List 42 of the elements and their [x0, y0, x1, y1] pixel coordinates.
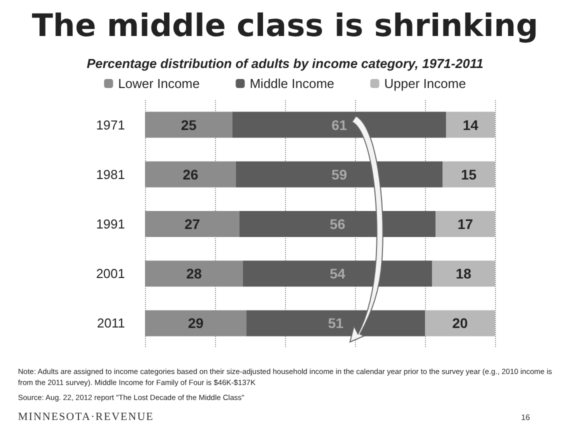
- y-tick-label: 1991: [96, 216, 125, 232]
- data-label: 15: [460, 166, 477, 182]
- data-label: 28: [186, 266, 202, 282]
- bar: [145, 260, 243, 287]
- bar: [236, 161, 442, 188]
- data-label: 26: [182, 166, 198, 182]
- text: 16: [521, 413, 530, 422]
- data-label: 54: [330, 266, 346, 282]
- bar: [425, 310, 495, 336]
- text: MINNESOTA·REVENUE: [18, 411, 154, 423]
- bar: [243, 260, 432, 287]
- y-tick-label: 1971: [96, 117, 125, 132]
- data-label: 14: [462, 116, 478, 133]
- data-label: 51: [328, 315, 344, 332]
- bar: [432, 260, 495, 287]
- bar: [246, 310, 425, 336]
- bar: [240, 211, 436, 237]
- chart-subtitle: Percentage distribution of adults by income category, 1971-2011: [86, 56, 484, 71]
- bar: [436, 211, 495, 237]
- data-label: 17: [457, 216, 474, 232]
- bar: [232, 112, 446, 138]
- bar: [446, 112, 495, 138]
- bar: [145, 161, 236, 188]
- chart-title: The middle class is shrinking: [30, 8, 540, 44]
- y-tick-label: 2011: [97, 316, 125, 331]
- data-label: 56: [330, 216, 346, 232]
- bar: [145, 112, 232, 138]
- legend-label: Upper Income: [384, 76, 466, 91]
- bar: [145, 211, 240, 237]
- data-label: 61: [331, 116, 348, 133]
- data-label: 20: [452, 315, 468, 332]
- bar: [442, 161, 495, 188]
- y-tick-label: 2001: [96, 266, 125, 282]
- y-tick-label: 1981: [96, 166, 125, 182]
- data-label: 25: [180, 116, 197, 133]
- legend-label: Middle Income: [250, 76, 334, 91]
- bar: [145, 310, 246, 336]
- data-label: 27: [184, 216, 200, 232]
- legend-label: Lower Income: [118, 76, 200, 91]
- data-label: 29: [188, 315, 204, 332]
- data-label: 18: [456, 266, 472, 282]
- data-label: 59: [331, 166, 348, 182]
